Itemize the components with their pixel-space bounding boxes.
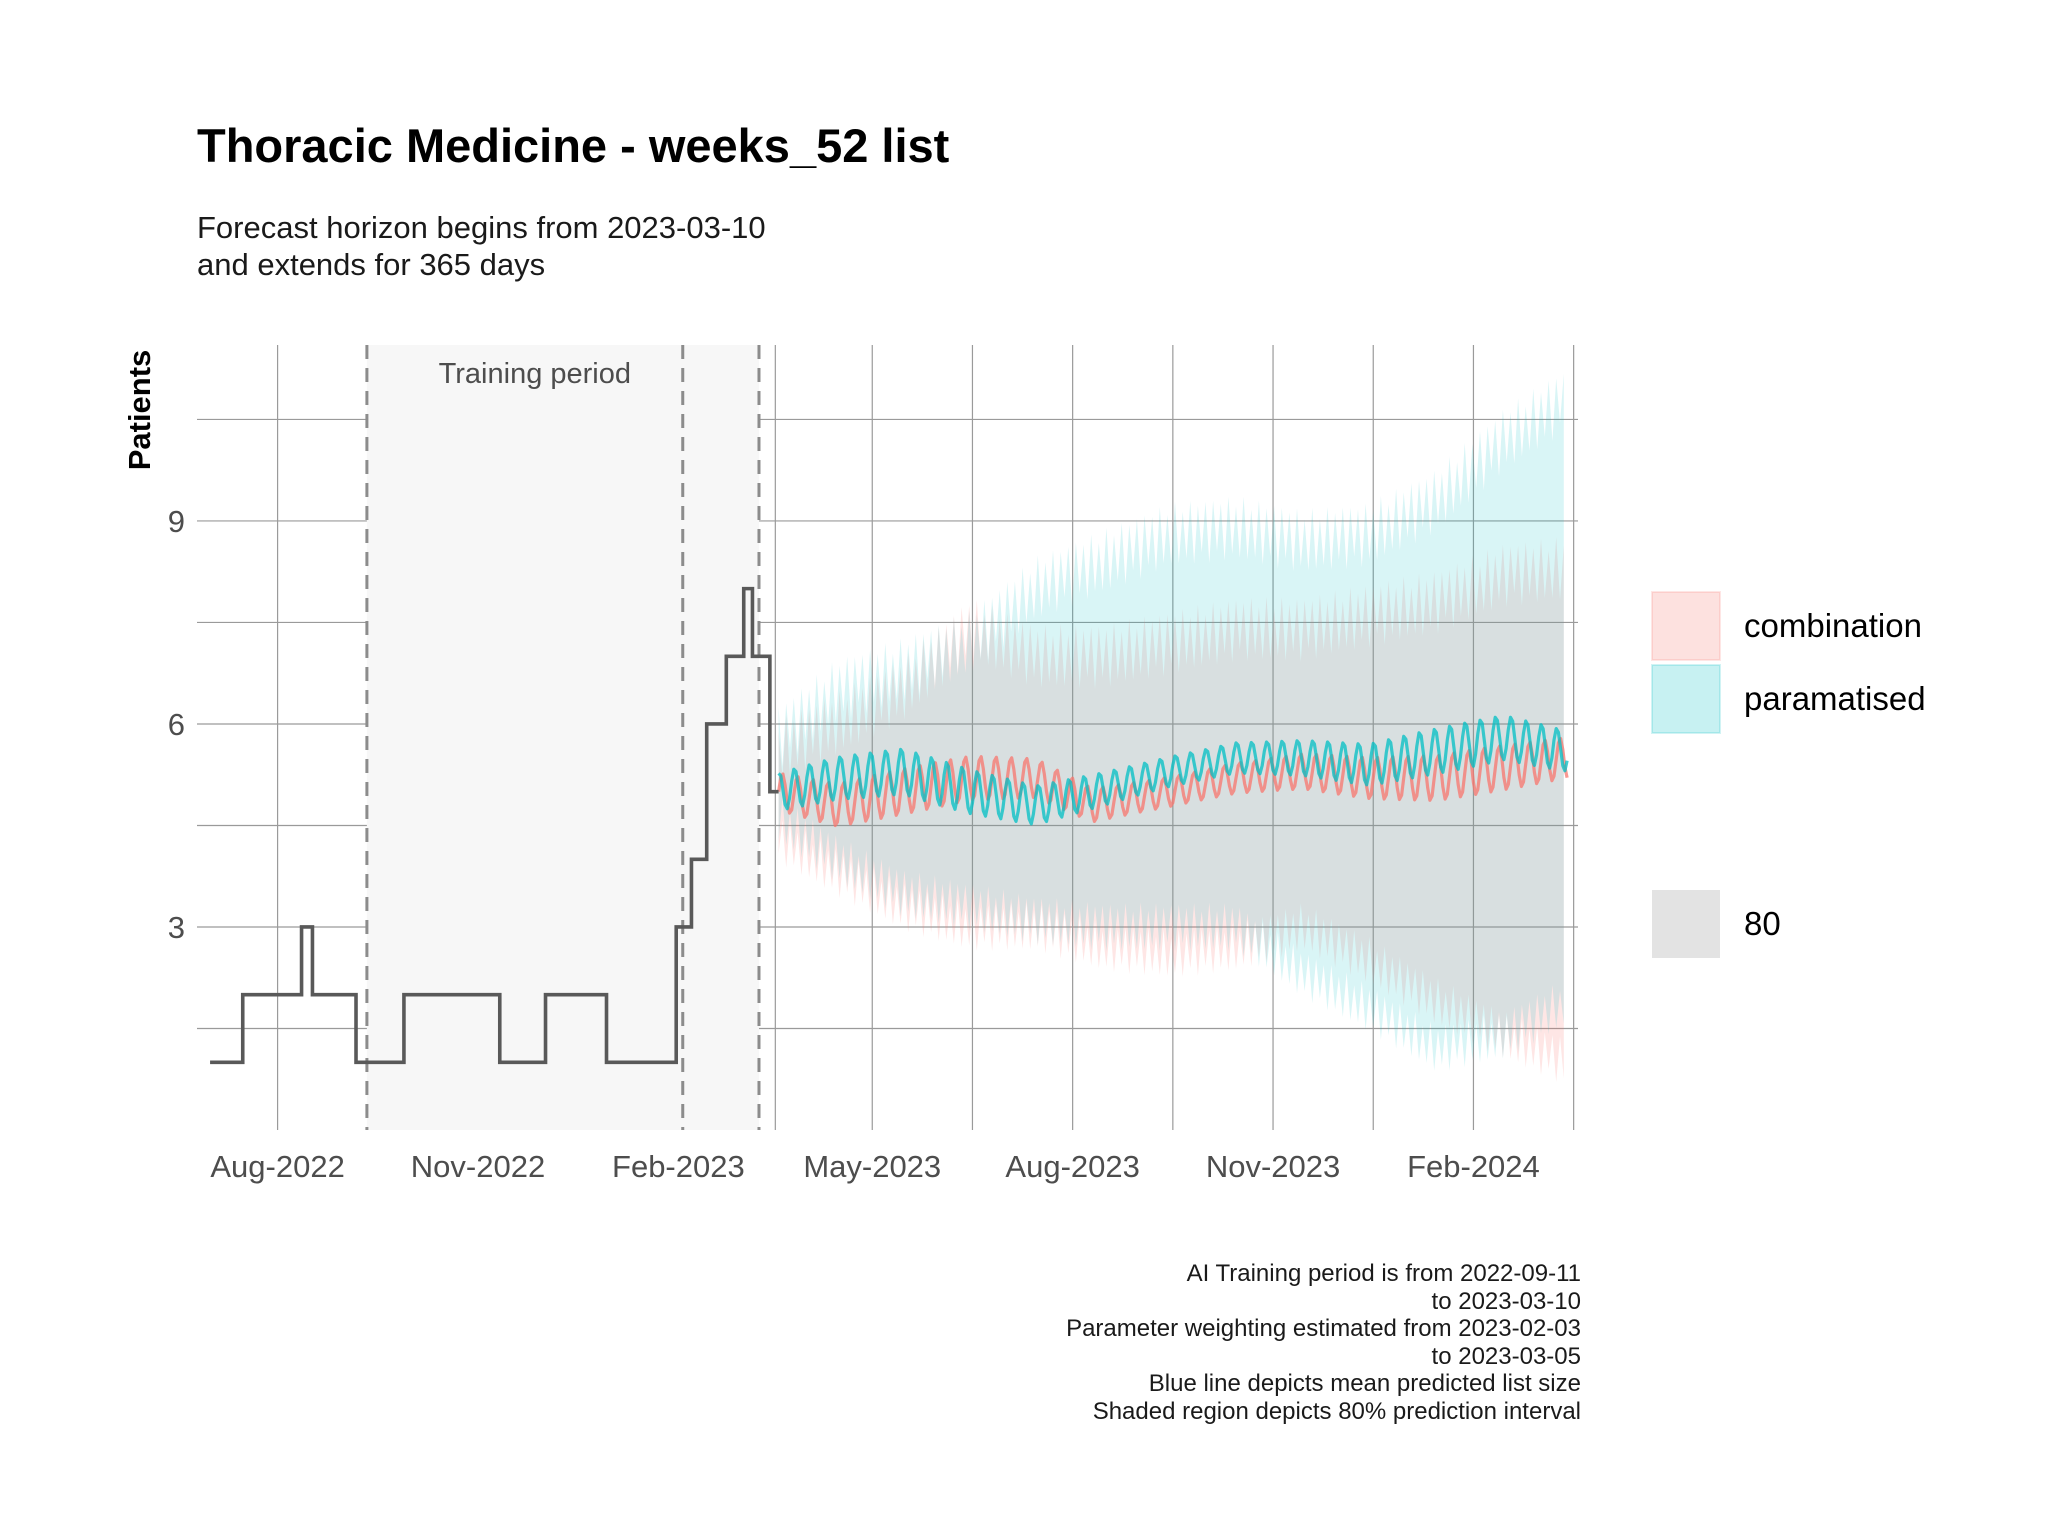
legend: combination paramatised 80 [1651,591,1926,958]
y-tick-label: 9 [168,504,185,539]
paramatised-prediction-band [778,373,1564,1071]
training-period-label: Training period [439,358,631,390]
caption-line: to 2023-03-05 [1431,1342,1581,1370]
legend-label-level: 80 [1744,905,1781,942]
legend-key-combination [1651,591,1721,661]
x-tick-label: Aug-2023 [1005,1149,1139,1184]
caption-line: Parameter weighting estimated from 2023-… [1066,1315,1581,1342]
caption-line: to 2023-03-10 [1431,1287,1581,1315]
chart-caption: AI Training period is from 2022-09-11 to… [1066,1260,1581,1425]
chart-subtitle-line-2: and extends for 365 days [197,247,546,282]
combination-mean-line [777,736,1569,828]
x-tick-label: Nov-2023 [1206,1149,1340,1184]
combination-prediction-band [778,537,1564,1082]
chart-title: Thoracic Medicine - weeks_52 list [197,119,950,172]
caption-line: AI Training period is from 2022-09-11 [1186,1260,1581,1287]
y-tick-label: 6 [168,707,185,742]
x-tick-label: Nov-2022 [411,1149,545,1184]
prediction-bands-layer [778,373,1564,1082]
x-tick-label: Feb-2023 [612,1149,745,1184]
y-tick-label: 3 [168,910,185,945]
chart-subtitle-line-1: Forecast horizon begins from 2023-03-10 [197,210,766,245]
y-axis-title: Patients [122,350,157,471]
training-period-shading [366,345,759,1130]
x-tick-label: May-2023 [803,1149,941,1184]
x-tick-label: Aug-2022 [210,1149,344,1184]
caption-line: Blue line depicts mean predicted list si… [1148,1370,1581,1397]
observed-list-size-line [210,586,779,1065]
legend-key-level [1652,890,1720,958]
caption-line: Shaded region depicts 80% prediction int… [1092,1397,1581,1425]
legend-label-combination: combination [1744,607,1922,644]
training-period-layer: Training period [365,345,761,1130]
series-lines-layer [210,586,1569,1065]
paramatised-mean-line [777,715,1569,826]
legend-label-paramatised: paramatised [1744,680,1926,717]
axis-layer: 3 6 9 Aug-2022 Nov-2022 Feb-2023 May-2023 Aug-2… [122,350,1540,1184]
legend-key-paramatised [1651,664,1721,734]
x-tick-label: Feb-2024 [1407,1149,1540,1184]
